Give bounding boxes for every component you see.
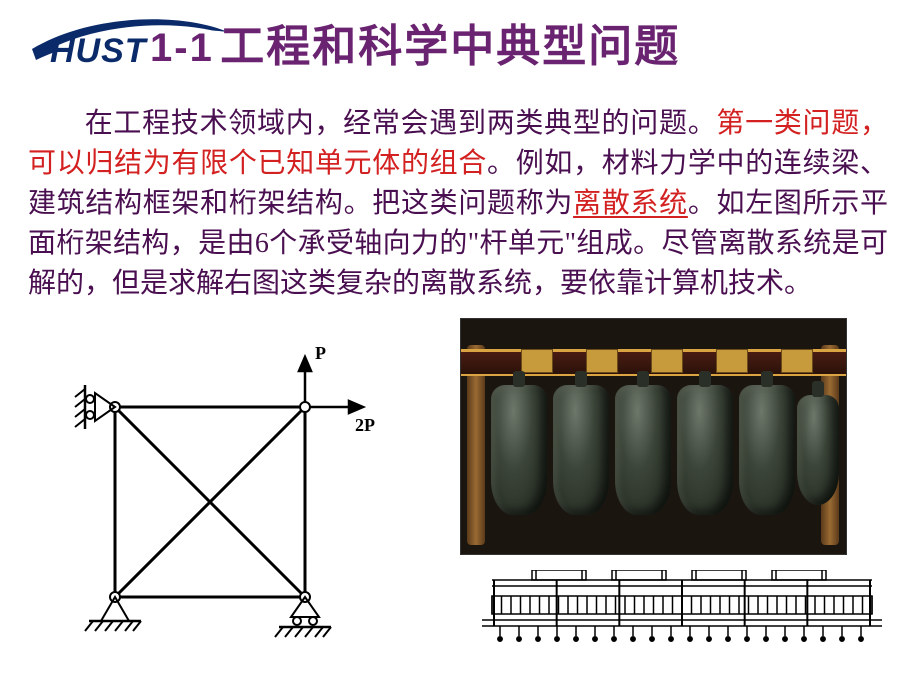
bell bbox=[739, 385, 795, 515]
label-p: P bbox=[315, 343, 326, 363]
medallion bbox=[521, 349, 553, 373]
support-roller bbox=[275, 597, 331, 637]
title-number: 1-1 bbox=[150, 26, 214, 70]
para-highlight-2: 离散系统 bbox=[573, 188, 688, 219]
bell-rack-linedrawing bbox=[482, 570, 882, 670]
slide-title: 1-1 工程和科学中典型问题 bbox=[0, 10, 920, 74]
bell bbox=[677, 385, 733, 515]
support-pin bbox=[85, 597, 141, 631]
arrow-2p bbox=[309, 401, 363, 413]
legs bbox=[494, 580, 870, 626]
medallion bbox=[716, 349, 748, 373]
para-lead: 在工程技术领域内，经常会遇到两类典型的问题。 bbox=[84, 108, 716, 139]
medallion bbox=[781, 349, 813, 373]
medallion bbox=[651, 349, 683, 373]
bell bbox=[553, 385, 609, 515]
body-paragraph: 在工程技术领域内，经常会遇到两类典型的问题。第一类问题，可以归结为有限个已知单元… bbox=[28, 104, 888, 304]
label-2p: 2P bbox=[355, 415, 375, 435]
pendants bbox=[498, 626, 863, 641]
arrow-p bbox=[299, 357, 311, 403]
slide: HUST 1-1 工程和科学中典型问题 在工程技术领域内，经常会遇到两类典型的问… bbox=[0, 0, 920, 690]
medallion bbox=[586, 349, 618, 373]
bell bbox=[491, 385, 547, 515]
bell bbox=[797, 395, 839, 505]
truss-frame bbox=[115, 407, 305, 597]
title-text: 工程和科学中典型问题 bbox=[220, 22, 680, 71]
truss-diagram: P 2P bbox=[55, 335, 375, 655]
bell-rack-photo bbox=[460, 318, 847, 555]
bell bbox=[615, 385, 671, 515]
